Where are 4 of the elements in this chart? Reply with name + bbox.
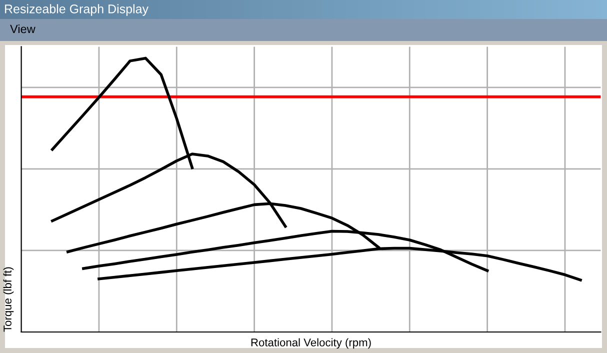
chart-title: Resizeable Graph Display: [5, 4, 148, 16]
y-axis-title: Torque (lbf ft): [3, 267, 14, 332]
text: View: [10, 24, 36, 34]
x-axis-title: Rotational Velocity (rpm): [251, 338, 371, 349]
